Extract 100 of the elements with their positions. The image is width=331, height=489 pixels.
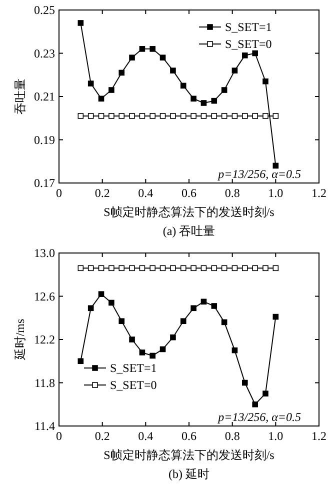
point [211,303,218,309]
x-tick-label: 0.8 [224,429,240,443]
point [252,265,258,272]
point [190,305,196,312]
y-tick-label: 12.2 [34,332,55,346]
point [221,87,228,93]
point [139,46,146,52]
x-axis-title: S帧定时静态算法下的发送时刻/s [104,205,275,219]
y-tick-label: 11.4 [34,419,55,433]
x-tick-label: 0.6 [182,186,196,200]
point [150,46,156,52]
point [252,50,258,56]
point [139,350,146,356]
point [252,401,258,408]
point [108,265,114,272]
point [118,113,125,119]
point [129,54,135,60]
point [108,113,114,119]
point [221,113,228,119]
point [129,113,135,119]
annotation: p=13/256, α=0.5 [217,167,301,181]
point [272,265,279,272]
point [242,52,248,58]
y-tick-label: 0.25 [34,3,55,17]
y-tick-label: 11.8 [34,376,55,390]
point [160,346,166,352]
point [108,300,114,306]
point [98,96,104,102]
annotation: p=13/256, α=0.5 [217,410,301,424]
point [190,96,196,102]
point [78,20,84,26]
point [200,113,207,119]
point [200,100,207,106]
point [170,68,176,74]
x-tick-label: 0.2 [94,429,110,443]
point [139,113,146,119]
point [262,390,268,396]
point [221,319,228,326]
point [272,113,279,119]
y-tick-label: 13.0 [34,246,55,260]
point [98,291,104,297]
point [129,336,135,342]
x-tick-label: 1.0 [268,186,284,200]
point [170,334,176,340]
x-tick-label: 0 [56,429,62,443]
x-tick-label: 0 [56,186,62,200]
point [180,265,186,272]
point [160,265,166,272]
point [221,265,228,272]
x-tick-label: 1.0 [268,429,284,443]
point [118,70,125,76]
point [150,352,156,359]
point [232,68,238,74]
y-tick-label: 12.6 [34,289,55,304]
x-axis-title: S帧定时静态算法下的发送时刻/s [104,448,275,462]
point [160,113,166,119]
x-tick-label: 0.8 [224,186,240,200]
y-tick-label: 0.23 [34,46,55,60]
point [180,318,186,324]
point [160,54,166,60]
legend-label: S_SET=0 [110,378,157,392]
point [190,113,196,119]
legend-label: S_SET=1 [110,361,157,375]
point [242,265,248,272]
x-tick-label: 0.4 [138,429,154,443]
point [180,82,186,89]
x-tick-label: 0.2 [94,186,110,200]
point [118,265,125,272]
x-tick-label: 0.4 [138,186,154,200]
point [262,265,268,272]
point [88,80,94,86]
point [150,113,156,119]
point [190,265,196,272]
point [78,265,84,272]
text: (b) 延时 [168,467,210,481]
y-axis-title: 吞吐量 [13,78,27,114]
x-tick-label: 1.2 [312,186,326,200]
point [129,265,135,272]
point [211,98,218,104]
point [262,113,268,119]
point [108,87,114,93]
y-axis-title: 延时/ms [13,318,27,362]
text: (a) 吞吐量 [162,224,216,238]
point [118,318,125,324]
point [170,113,176,119]
point [88,305,94,312]
point [78,358,84,364]
point [272,162,279,169]
legend-label: S_SET=1 [225,20,272,34]
point [211,113,218,119]
y-tick-label: 0.21 [34,90,55,104]
legend-label: S_SET=0 [225,37,272,51]
x-tick-label: 1.2 [312,429,326,443]
point [272,314,279,320]
point [150,265,156,272]
point [232,347,238,354]
point [242,113,248,119]
point [242,380,248,386]
point [200,298,207,305]
x-tick-label: 0.6 [182,429,196,443]
